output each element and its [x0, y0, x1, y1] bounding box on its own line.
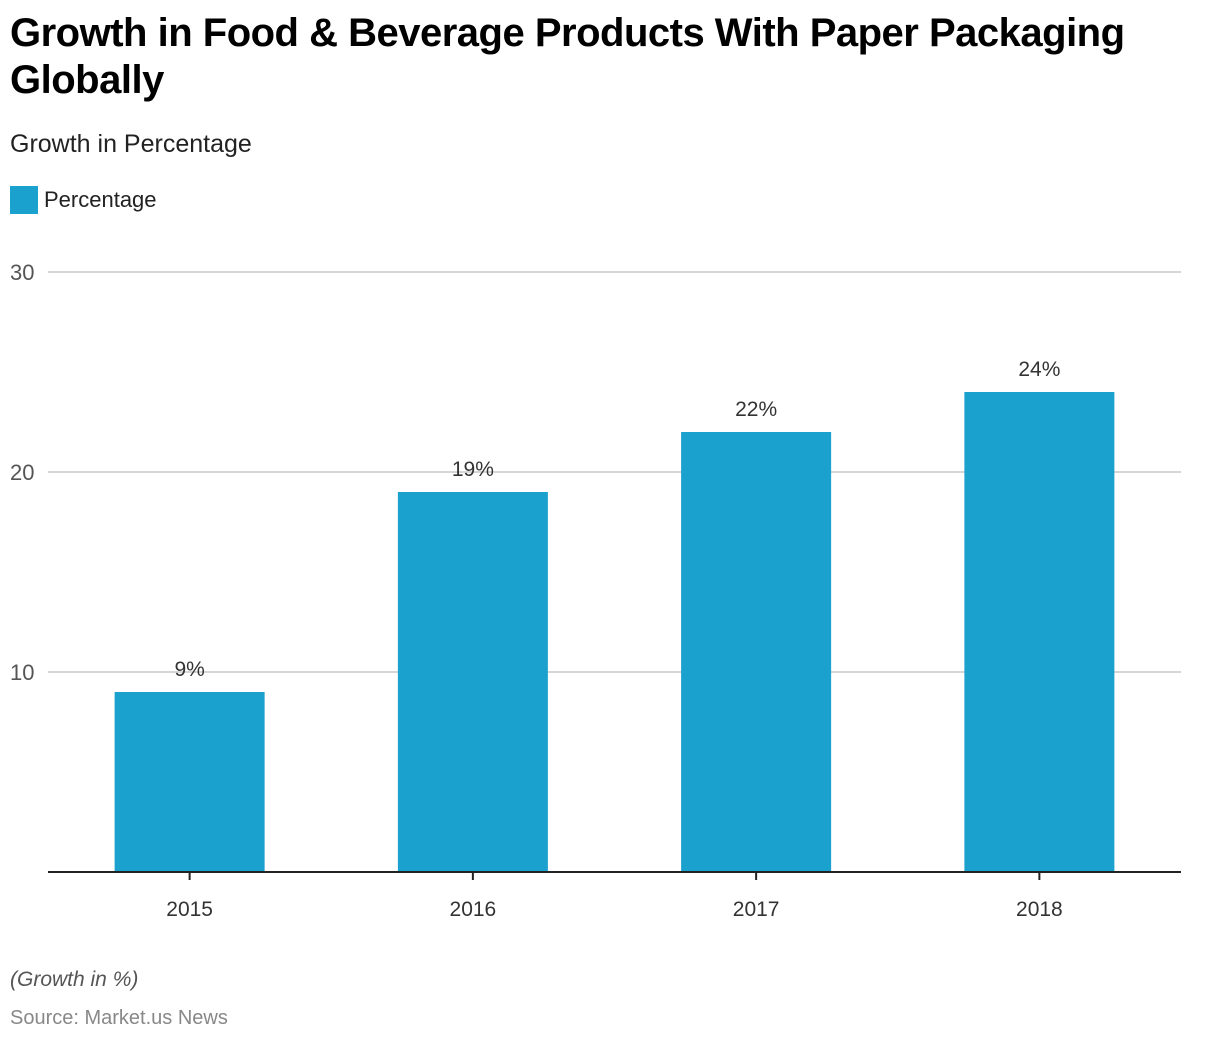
legend-swatch	[10, 186, 38, 214]
y-tick-label: 10	[10, 660, 34, 685]
bar	[397, 492, 548, 872]
legend: Percentage	[10, 186, 157, 214]
legend-label: Percentage	[44, 187, 157, 212]
data-label: 19%	[452, 458, 494, 481]
x-tick-label: 2017	[733, 898, 780, 921]
x-tick-label: 2016	[450, 898, 497, 921]
bar	[114, 692, 265, 872]
data-label: 22%	[735, 398, 777, 421]
bar	[681, 432, 832, 872]
chart-subtitle: Growth in Percentage	[10, 130, 252, 158]
chart-title: Growth in Food & Beverage Products With …	[10, 11, 1125, 102]
bar	[964, 392, 1115, 872]
x-tick-label: 2018	[1016, 898, 1063, 921]
y-tick-label: 30	[10, 260, 34, 285]
data-label: 9%	[174, 658, 204, 681]
footnote: (Growth in %)	[10, 968, 139, 991]
data-label: 24%	[1018, 358, 1060, 381]
y-tick-label: 20	[10, 460, 34, 485]
source-credit: Source: Market.us News	[10, 1007, 228, 1029]
x-tick-label: 2015	[166, 898, 213, 921]
